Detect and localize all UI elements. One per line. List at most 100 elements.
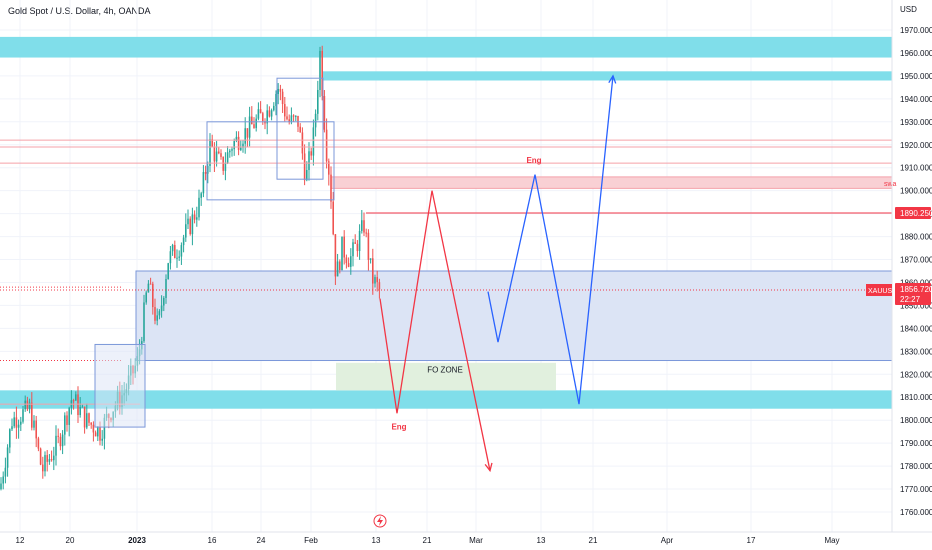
candle-body	[341, 236, 343, 271]
annotation-label: swa	[884, 181, 897, 188]
price-tick-label: 1870.000	[900, 256, 932, 265]
candle-body	[211, 139, 213, 147]
candle-body	[279, 88, 282, 92]
candle-body	[334, 234, 337, 277]
candle-body	[262, 113, 264, 122]
candle-body	[83, 406, 86, 428]
candle-body	[48, 459, 51, 462]
price-tick-label: 1920.000	[900, 141, 932, 150]
price-tick-label: 1770.000	[900, 485, 932, 494]
time-tick-label: May	[824, 536, 839, 545]
chart-title: Gold Spot / U.S. Dollar, 4h, OANDA	[8, 6, 151, 16]
price-tick-label: 1830.000	[900, 347, 932, 356]
price-tick-label: 1900.000	[900, 187, 932, 196]
candle-body	[253, 124, 255, 129]
candle-body	[273, 105, 275, 111]
candle-body	[354, 242, 356, 244]
candle-body	[233, 141, 235, 150]
candle-body	[246, 128, 249, 138]
candle-body	[13, 417, 15, 427]
price-tick-label: 1910.000	[900, 164, 932, 173]
time-tick-label: 24	[257, 536, 266, 545]
candle-body	[97, 427, 99, 437]
flash-icon[interactable]	[373, 514, 387, 528]
candle-body	[145, 292, 147, 303]
candle-body	[99, 427, 101, 441]
candle-body	[28, 402, 31, 410]
time-tick-label: Feb	[304, 536, 318, 545]
candle-body	[200, 193, 202, 198]
time-tick-label: 13	[537, 536, 546, 545]
candle-body	[284, 104, 286, 117]
candle-body	[158, 311, 161, 316]
candle-body	[270, 110, 273, 117]
candle-body	[301, 132, 304, 154]
candle-body	[244, 128, 246, 144]
candle-body	[75, 394, 77, 401]
candle-body	[224, 163, 227, 171]
candle-body	[352, 242, 354, 257]
candle-body	[147, 283, 150, 293]
red-bearish-path-arrowhead	[484, 462, 493, 473]
candle-body	[167, 263, 169, 280]
candle-body	[152, 283, 154, 308]
candle-body	[37, 438, 40, 449]
time-tick-label: 16	[208, 536, 217, 545]
candle-body	[202, 172, 205, 194]
candle-body	[169, 251, 172, 264]
range-box	[94, 343, 146, 428]
price-tick-label: 1790.000	[900, 439, 932, 448]
candle-body	[310, 151, 312, 156]
candle-body	[332, 201, 334, 235]
candle-body	[79, 407, 81, 416]
candle-body	[0, 483, 2, 490]
price-tick-label: 1820.000	[900, 370, 932, 379]
candle-body	[31, 402, 33, 428]
price-tick-label: 1930.000	[900, 118, 932, 127]
time-tick-label: Mar	[469, 536, 483, 545]
candle-body	[237, 136, 240, 150]
candle-body	[290, 115, 293, 122]
candle-body	[248, 116, 251, 138]
candle-body	[328, 161, 330, 175]
candle-body	[178, 256, 180, 258]
candle-body	[6, 447, 9, 468]
candle-body	[363, 220, 365, 233]
candle-body	[345, 257, 348, 264]
price-tick-label: 1850.000	[900, 301, 932, 310]
candle-body	[17, 424, 20, 428]
candle-body	[180, 245, 183, 257]
candle-body	[255, 118, 257, 129]
candle-body	[288, 119, 290, 122]
candle-body	[330, 174, 332, 202]
time-tick-label: 12	[16, 536, 25, 545]
candle-body	[154, 307, 156, 321]
candle-body	[275, 93, 277, 106]
candle-body	[53, 455, 55, 461]
current-price-label-bg	[895, 283, 931, 306]
candle-body	[213, 146, 216, 162]
candle-body	[196, 217, 198, 220]
target-zone	[322, 71, 892, 81]
candle-body	[55, 435, 57, 456]
candle-body	[365, 232, 367, 234]
candle-body	[165, 279, 167, 298]
blue-bullish-path	[487, 75, 614, 405]
candle-body	[33, 420, 35, 428]
candle-body	[81, 406, 84, 408]
candle-body	[163, 297, 165, 306]
candle-body	[50, 459, 53, 461]
candle-body	[336, 261, 339, 277]
candle-body	[317, 89, 319, 114]
candle-body	[361, 220, 363, 231]
price-axis: 1760.000 1770.000 1780.000 1790.000 1800.000…	[900, 5, 932, 517]
candle-body	[77, 394, 79, 416]
price-tick-label: 1800.000	[900, 416, 932, 425]
price-tick-label: 1760.000	[900, 508, 932, 517]
fo-zone	[336, 362, 556, 391]
time-tick-label: 21	[423, 536, 432, 545]
candle-body	[358, 230, 361, 252]
top-supply-zone	[0, 36, 892, 58]
